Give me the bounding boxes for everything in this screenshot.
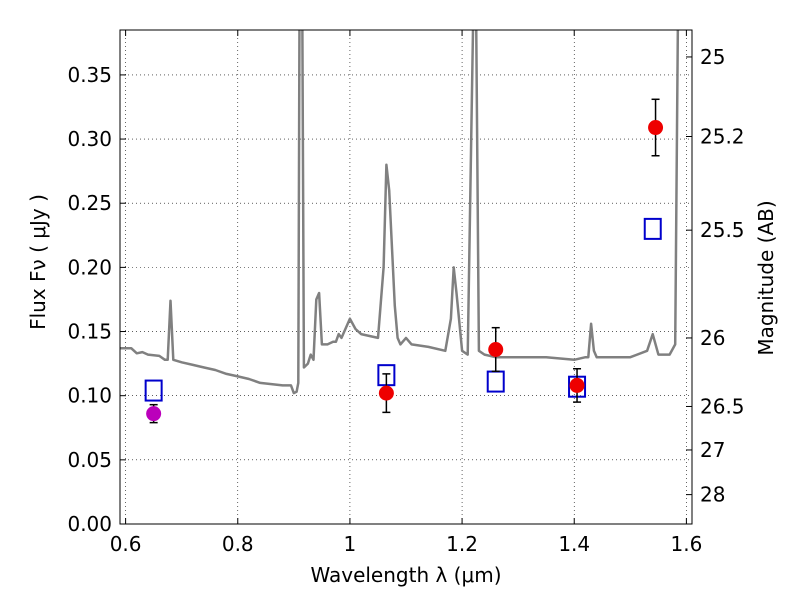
- observed-point-marker: [378, 385, 394, 401]
- y2-tick-label: 26.5: [700, 394, 745, 418]
- x-tick-label: 1.2: [446, 532, 478, 556]
- x-tick-label: 1.4: [558, 532, 590, 556]
- x-tick-label: 1.6: [670, 532, 702, 556]
- y2-tick-label: 25.2: [700, 124, 745, 148]
- y-tick-label: 0.05: [67, 448, 112, 472]
- y-axis-label: Flux Fν ( μJy ): [26, 194, 50, 330]
- y-tick-label: 0.35: [67, 63, 112, 87]
- model-square-marker: [144, 379, 163, 402]
- observed-point-marker: [488, 341, 504, 357]
- y-tick-label: 0.10: [67, 384, 112, 408]
- observed-point-marker: [648, 120, 664, 136]
- model-square-marker: [643, 217, 662, 240]
- observed-point-marker: [569, 377, 585, 393]
- y2-tick-label: 25.5: [700, 218, 745, 242]
- spectrum-line: [120, 30, 680, 395]
- x-tick-label: 0.8: [222, 532, 254, 556]
- y2-tick-label: 26: [700, 326, 725, 350]
- photometry-points: [144, 98, 664, 424]
- y2-tick-label: 27: [700, 438, 725, 462]
- y2-tick-label: 25: [700, 45, 725, 69]
- axis-ticks: 0.6 0.8 1 1.2 1.4 1.6 0.00 0.05 0.10 0.15 0.20 0.25…: [67, 30, 745, 556]
- x-axis-label: Wavelength λ (μm): [310, 563, 501, 587]
- plot-frame: [119, 29, 693, 525]
- y-tick-label: 0.25: [67, 191, 112, 215]
- observed-point-marker: [146, 406, 162, 422]
- y2-tick-label: 28: [700, 483, 725, 507]
- x-tick-label: 0.6: [110, 532, 142, 556]
- template-spectrum: [120, 30, 680, 395]
- y-tick-label: 0.00: [67, 512, 112, 536]
- y-tick-label: 0.20: [67, 255, 112, 279]
- y-tick-label: 0.15: [67, 320, 112, 344]
- x-tick-label: 1: [344, 532, 357, 556]
- y-tick-label: 0.30: [67, 127, 112, 151]
- y2-axis-label: Magnitude (AB): [754, 200, 778, 355]
